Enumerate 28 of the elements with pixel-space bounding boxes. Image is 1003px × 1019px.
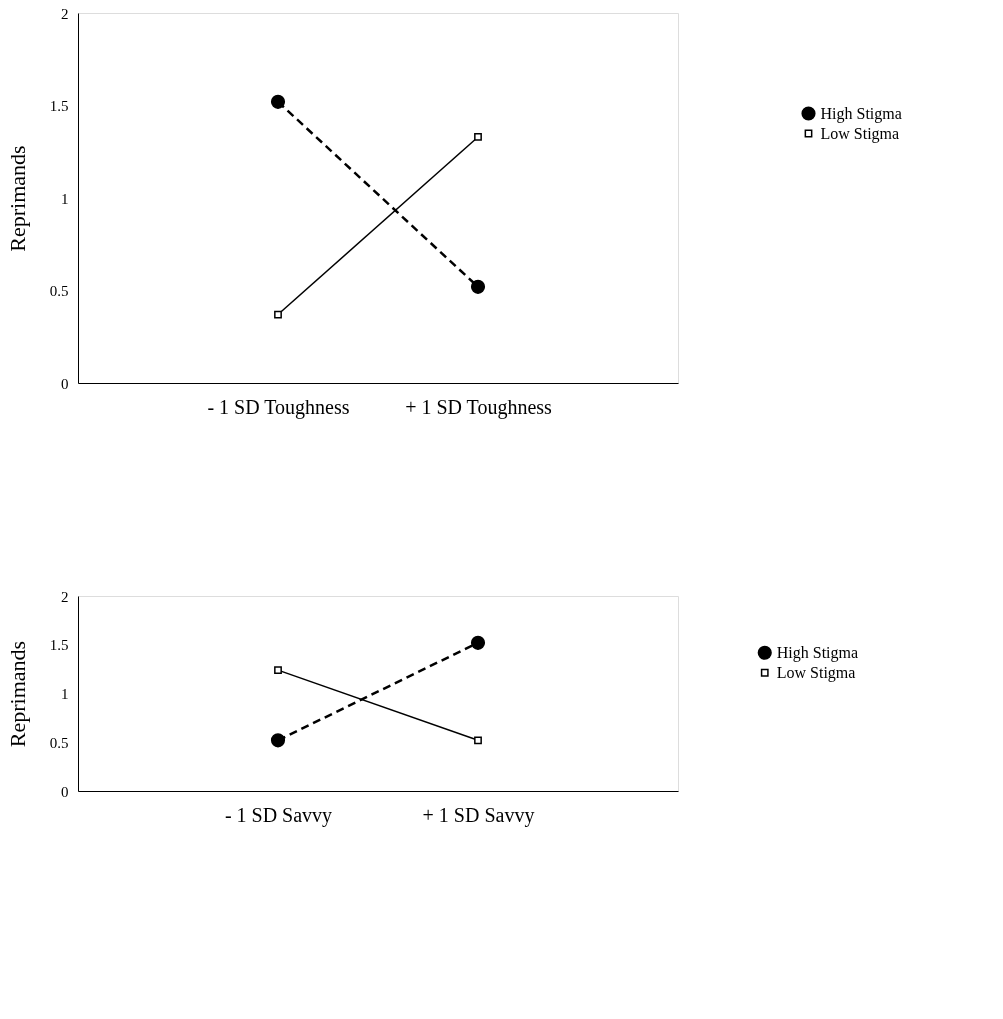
y-tick-label: 2 [61,5,69,22]
point [470,279,486,294]
y-tick-label: 0.5 [49,734,69,751]
y-tick-label: 0.5 [49,283,69,299]
legend-label: High Stigma [820,104,902,123]
legend-label: Low Stigma [820,124,900,143]
x-tick-label: + 1 SD Savvy [422,803,535,827]
point [474,736,482,745]
y-tick-label: 0 [61,375,69,392]
point [270,94,286,109]
y-tick-label: 1 [61,686,69,702]
point [470,635,486,650]
point [274,310,282,319]
y-tick-label: 2 [61,588,69,605]
y-tick-label: 1 [61,190,69,207]
point [474,133,482,141]
y-axis-title: Reprimands [4,640,30,748]
y-tick-label: 1.5 [49,98,69,114]
x-tick-label: + 1 SD Toughness [405,395,553,419]
y-tick-label: 1.5 [49,637,69,654]
x-tick-label: - 1 SD Toughness [207,395,350,419]
point [270,733,286,748]
y-axis-title: Reprimands [4,145,30,252]
point [274,666,282,675]
legend-label: High Stigma [776,643,859,662]
x-tick-label: - 1 SD Savvy [224,803,333,827]
y-tick-label: 0 [61,783,69,800]
legend-label: Low Stigma [776,663,856,682]
